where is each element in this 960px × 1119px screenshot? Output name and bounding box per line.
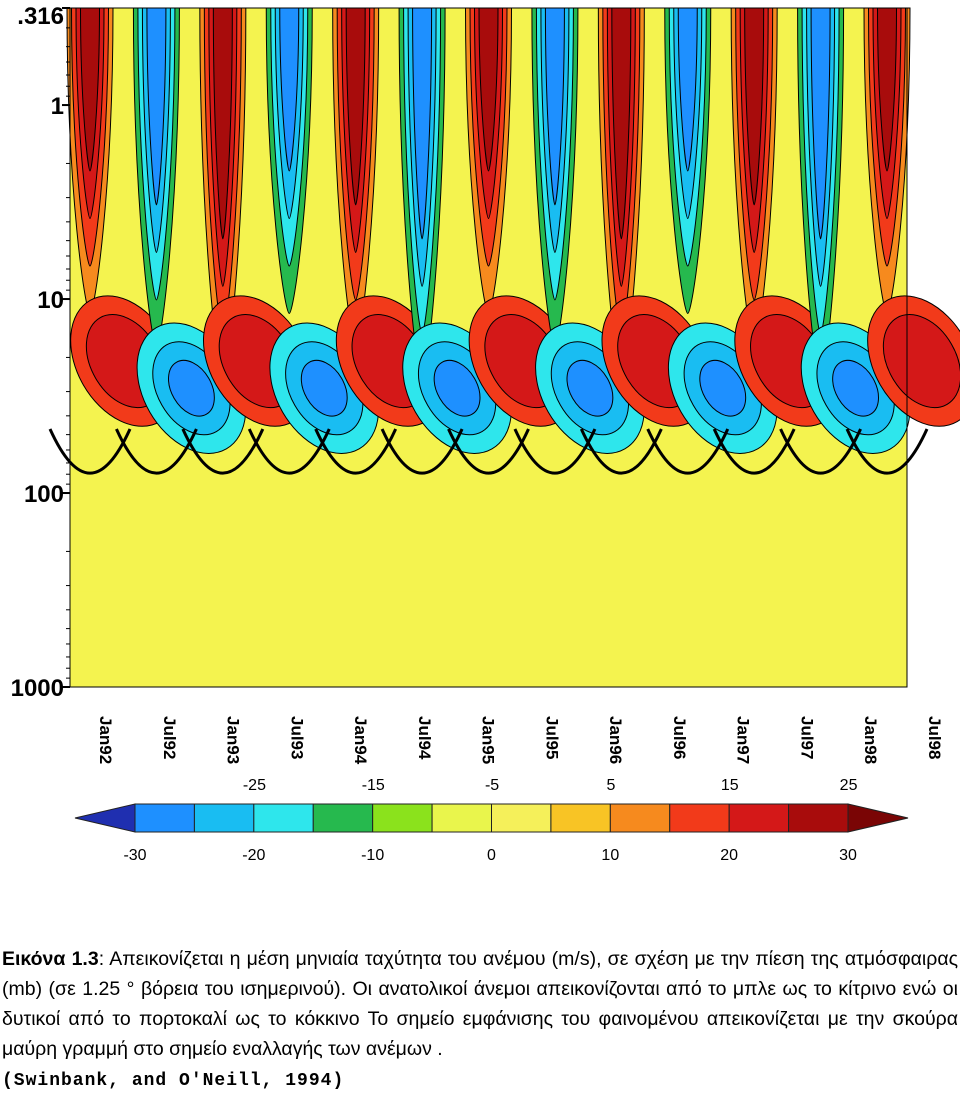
easterly-band bbox=[597, 7, 645, 382]
easterly-band bbox=[332, 7, 380, 349]
colorbar-lower-label: 10 bbox=[601, 847, 619, 864]
zero-wind-contour bbox=[380, 428, 464, 475]
westerly-band bbox=[398, 7, 446, 382]
westerly-band bbox=[797, 7, 845, 382]
caption-lead: Εικόνα 1.3 bbox=[2, 948, 99, 970]
chart-area: .316 1 10 100 1000 Jan92 Jul92 Jan93 Jul93 Jan94 J… bbox=[11, 3, 960, 864]
contour-region bbox=[345, 7, 366, 206]
westerly-band bbox=[265, 7, 313, 315]
zero-wind-contour bbox=[48, 428, 132, 475]
y-tick-label: 1 bbox=[51, 93, 64, 120]
westerly-band bbox=[664, 7, 712, 315]
contour-region bbox=[478, 7, 499, 172]
contour-region bbox=[876, 7, 898, 172]
x-tick-label: Jan95 bbox=[479, 716, 498, 764]
contour-blob bbox=[882, 314, 960, 409]
zero-wind-contour bbox=[579, 428, 663, 475]
contour-region bbox=[611, 7, 632, 240]
x-tick-label: Jul95 bbox=[542, 716, 561, 759]
contour-region bbox=[744, 7, 765, 206]
colorbar-bin bbox=[788, 803, 849, 833]
contour-blob bbox=[300, 359, 348, 417]
x-tick-label: Jul97 bbox=[797, 716, 816, 759]
colorbar-bin bbox=[193, 803, 255, 833]
zero-wind-contour bbox=[779, 428, 862, 475]
y-tick-label: 100 bbox=[24, 481, 64, 508]
contour-region bbox=[279, 7, 300, 172]
zero-wind-contour bbox=[115, 428, 198, 475]
colorbar-upper-label: 25 bbox=[840, 777, 858, 794]
colorbar-max-extend bbox=[847, 803, 909, 833]
contour-region bbox=[544, 7, 565, 206]
contour-region bbox=[412, 7, 433, 240]
colorbar-bin bbox=[728, 803, 790, 833]
contour-blob bbox=[699, 359, 747, 417]
colorbar-bin bbox=[431, 803, 493, 833]
easterly-band bbox=[199, 7, 247, 382]
contour-region bbox=[212, 7, 233, 240]
x-tick-label: Jan98 bbox=[861, 716, 880, 764]
contour-region bbox=[79, 7, 101, 172]
colorbar-upper-label: -25 bbox=[243, 777, 266, 794]
zero-wind-contour bbox=[646, 428, 730, 475]
colorbar-lower-label: -30 bbox=[123, 847, 146, 864]
x-tick-label: Jan96 bbox=[606, 716, 625, 764]
y-tick-label: .316 bbox=[17, 3, 64, 30]
x-tick-label: Jan92 bbox=[96, 716, 115, 764]
plot-frame bbox=[69, 7, 908, 688]
zero-wind-contour bbox=[845, 428, 929, 475]
x-tick-label: Jul92 bbox=[160, 716, 179, 759]
contour-blob bbox=[433, 359, 481, 417]
colorbar-bin bbox=[134, 803, 195, 833]
y-tick-label: 10 bbox=[37, 287, 64, 314]
colorbar-bin bbox=[609, 803, 671, 833]
colorbar-bin bbox=[253, 803, 314, 833]
x-tick-label: Jul93 bbox=[287, 716, 306, 759]
x-tick-label: Jul98 bbox=[925, 716, 944, 759]
zero-wind-contour bbox=[247, 428, 331, 475]
zero-wind-contour bbox=[314, 428, 398, 475]
colorbar-lower-label: -10 bbox=[361, 847, 384, 864]
x-tick-label: Jan97 bbox=[734, 716, 753, 764]
colorbar-lower-label: 0 bbox=[487, 847, 496, 864]
contour-blob bbox=[168, 359, 215, 417]
colorbar-bin bbox=[312, 803, 374, 833]
colorbar-bin bbox=[550, 803, 611, 833]
zero-wind-contour bbox=[712, 428, 796, 475]
colorbar-bin bbox=[372, 803, 433, 833]
easterly-band bbox=[464, 7, 513, 315]
zero-wind-contour bbox=[447, 428, 530, 475]
colorbar-upper-label: 5 bbox=[606, 777, 615, 794]
x-tick-label: Jul96 bbox=[670, 716, 689, 759]
zero-wind-contour bbox=[181, 428, 265, 475]
colorbar-bin bbox=[491, 803, 552, 833]
troposphere-band bbox=[70, 591, 907, 687]
contour-region bbox=[146, 7, 167, 206]
colorbar-upper-label: -5 bbox=[485, 777, 499, 794]
figure-caption: Εικόνα 1.3: Απεικονίζεται η μέση μηνιαία… bbox=[2, 944, 958, 1096]
contour-region bbox=[810, 7, 831, 240]
colorbar-lower-label: -20 bbox=[242, 847, 265, 864]
caption-text: : Απεικονίζεται η μέση μηνιαία ταχύτητα … bbox=[2, 948, 958, 1060]
colorbar-upper-label: 15 bbox=[721, 777, 739, 794]
x-tick-label: Jan93 bbox=[224, 716, 243, 764]
zero-wind-contour bbox=[513, 428, 597, 475]
easterly-band bbox=[863, 7, 911, 315]
easterly-band bbox=[730, 7, 778, 349]
contour-blob bbox=[566, 359, 614, 417]
contour-region bbox=[677, 7, 698, 172]
y-tick-label: 1000 bbox=[11, 675, 64, 702]
caption-source: (Swinbank, and O'Neill, 1994) bbox=[2, 1071, 345, 1091]
colorbar-min-extend bbox=[74, 803, 136, 833]
contour-blob bbox=[832, 359, 879, 417]
x-tick-label: Jul94 bbox=[415, 716, 434, 760]
colorbar-lower-label: 20 bbox=[720, 847, 738, 864]
x-tick-label: Jan94 bbox=[351, 716, 370, 765]
colorbar-bin bbox=[669, 803, 730, 833]
colorbar-upper-label: -15 bbox=[362, 777, 385, 794]
colorbar-lower-label: 30 bbox=[839, 847, 857, 864]
